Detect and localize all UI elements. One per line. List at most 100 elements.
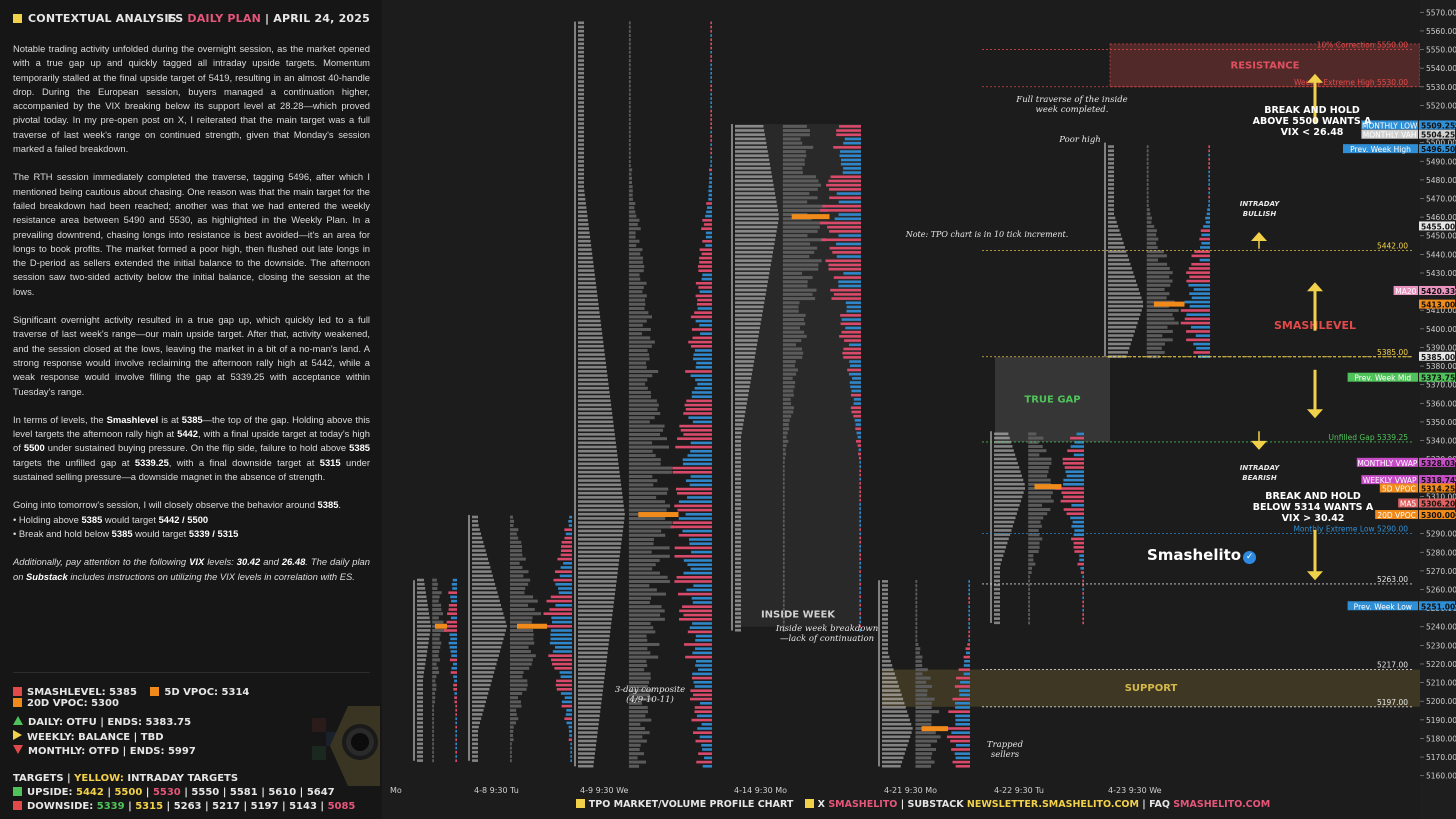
tpo-letters <box>994 558 1003 562</box>
tpo-letters <box>578 672 605 676</box>
y-tick-label: 5310.00 <box>1426 492 1456 501</box>
profile-bar <box>628 571 660 575</box>
footer-substack-link[interactable]: NEWSLETTER.SMASHELITO.COM <box>966 799 1139 810</box>
tpo-letters <box>735 397 748 401</box>
profile-bar <box>782 351 804 355</box>
volume-bar <box>553 578 572 582</box>
profile-bar <box>628 747 640 751</box>
profile-bar <box>628 726 646 730</box>
volume-bar <box>829 196 861 200</box>
axis-tag-label-bg <box>1347 372 1418 382</box>
profile-bar <box>432 721 434 725</box>
profile-bar <box>510 565 523 569</box>
tpo-letters <box>578 445 617 449</box>
profile-bar <box>628 647 648 651</box>
volume-bar <box>859 498 861 502</box>
tpo-letters <box>578 370 607 373</box>
header-sep: | <box>265 12 270 25</box>
tpo-letters <box>735 179 773 183</box>
y-tick-label: 5360.00 <box>1426 399 1456 408</box>
volume-bar <box>1184 300 1210 304</box>
tpo-letters <box>882 764 901 768</box>
profile-bar <box>915 764 932 768</box>
header-square-icon <box>13 14 22 23</box>
profile-bar <box>1028 529 1039 533</box>
targets-block: TARGETS | YELLOW: INTRADAY TARGETS UPSID… <box>13 772 355 814</box>
volume-bar <box>689 542 712 545</box>
profile-bar <box>510 536 519 540</box>
volume-bar <box>708 189 712 193</box>
tpo-letters <box>1108 334 1134 337</box>
volume-bar <box>845 326 861 330</box>
tpo-letters <box>994 461 1018 465</box>
profile-bar <box>510 549 522 553</box>
footer-faq-link[interactable]: SMASHELITO.COM <box>1173 799 1271 810</box>
tpo-letters <box>578 344 604 348</box>
session-poc <box>791 214 830 220</box>
tpo-letters <box>578 756 595 760</box>
footer-x-handle[interactable]: SMASHELITO <box>828 799 898 810</box>
profile-bar <box>1146 346 1162 350</box>
volume-bar <box>691 395 712 398</box>
volume-bar <box>710 80 712 83</box>
tpo-letters <box>735 229 777 233</box>
tpo-letters <box>735 620 741 624</box>
profile-bar <box>782 498 785 502</box>
volume-bar <box>829 230 861 233</box>
profile-bar <box>782 124 807 128</box>
tpo-letters <box>578 458 618 461</box>
profile-bar <box>628 252 641 256</box>
volume-bar <box>710 34 712 37</box>
volume-bar <box>690 689 712 692</box>
profile-bar <box>782 166 803 170</box>
profile-bar <box>782 599 785 603</box>
tpo-letters <box>735 502 741 506</box>
volume-bar <box>682 605 712 608</box>
tpo-letters <box>1108 355 1127 358</box>
profile-bar <box>628 260 643 264</box>
profile-bar <box>628 88 631 92</box>
profile-bar <box>628 378 648 382</box>
tpo-letters <box>578 655 608 659</box>
profile-bar <box>782 603 785 607</box>
volume-bar <box>451 666 457 670</box>
tpo-letters <box>735 612 741 615</box>
volume-bar <box>836 133 861 137</box>
tpo-letters <box>735 519 741 523</box>
tpo-letters <box>578 223 589 226</box>
profile-bar <box>628 323 643 327</box>
tpo-letters <box>735 154 769 157</box>
target-value: 5610 <box>268 787 297 798</box>
tpo-letters <box>578 391 610 394</box>
profile-bar <box>915 600 918 604</box>
volume-bar <box>838 200 861 204</box>
tpo-letters <box>1108 225 1119 228</box>
volume-bar <box>710 59 712 62</box>
profile-bar <box>628 361 647 365</box>
profile-bar <box>510 725 514 729</box>
tpo-letters <box>735 486 741 489</box>
tpo-letters <box>472 608 503 611</box>
volume-bar <box>1082 592 1084 595</box>
profile-bar <box>782 175 817 179</box>
profile-bar <box>782 347 802 351</box>
tpo-letters <box>578 575 618 579</box>
tpo-letters <box>735 334 759 338</box>
volume-bar <box>564 528 572 531</box>
tpo-letters <box>994 550 1005 553</box>
profile-bar <box>432 746 434 750</box>
tpo-letters <box>417 692 423 695</box>
profile-bar <box>628 411 661 415</box>
profile-bar <box>628 689 653 693</box>
volume-bar <box>831 297 861 300</box>
profile-bar <box>782 444 787 448</box>
profile-bar <box>782 553 785 557</box>
volume-bar <box>955 764 970 768</box>
volume-bar <box>968 609 970 613</box>
tpo-letters <box>417 755 423 758</box>
tpo-letters <box>578 722 599 726</box>
profile-bar <box>510 729 514 733</box>
tpo-letters <box>578 592 615 596</box>
tomorrow-plan: Going into tomorrow's session, I will cl… <box>13 499 342 539</box>
profile-bar <box>1146 329 1173 333</box>
